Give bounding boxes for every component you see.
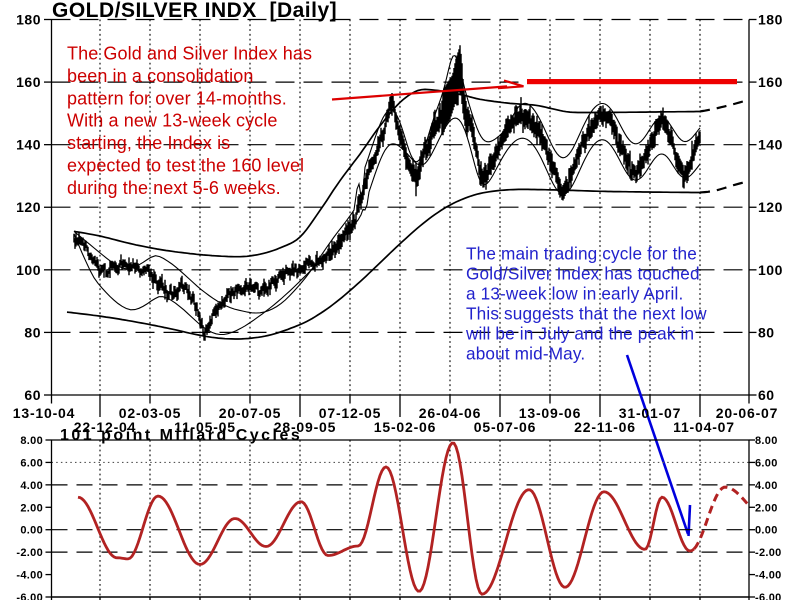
svg-text:pattern for over 14-months.: pattern for over 14-months. bbox=[67, 88, 287, 108]
svg-text:0.00: 0.00 bbox=[755, 525, 778, 537]
svg-text:-6.00: -6.00 bbox=[16, 592, 43, 600]
svg-text:22-12-04: 22-12-04 bbox=[74, 419, 136, 435]
svg-text:will be in July and the peak i: will be in July and the peak in bbox=[465, 324, 694, 344]
svg-text:07-12-05: 07-12-05 bbox=[319, 405, 381, 421]
svg-text:80: 80 bbox=[24, 324, 41, 340]
svg-text:22-11-06: 22-11-06 bbox=[574, 419, 636, 435]
svg-text:140: 140 bbox=[758, 137, 783, 153]
svg-text:80: 80 bbox=[758, 324, 775, 340]
svg-text:180: 180 bbox=[16, 12, 41, 28]
svg-text:6.00: 6.00 bbox=[755, 457, 778, 469]
svg-text:-6.00: -6.00 bbox=[755, 592, 782, 600]
svg-text:4.00: 4.00 bbox=[755, 480, 778, 492]
svg-text:2.00: 2.00 bbox=[755, 502, 778, 514]
svg-text:-4.00: -4.00 bbox=[16, 570, 43, 582]
svg-text:60: 60 bbox=[24, 387, 41, 403]
svg-text:about mid-May.: about mid-May. bbox=[466, 344, 585, 364]
svg-text:160: 160 bbox=[16, 74, 41, 90]
svg-text:120: 120 bbox=[16, 199, 41, 215]
svg-text:31-01-07: 31-01-07 bbox=[619, 405, 681, 421]
svg-text:8.00: 8.00 bbox=[755, 435, 778, 447]
svg-text:2.00: 2.00 bbox=[20, 502, 43, 514]
svg-text:8.00: 8.00 bbox=[20, 435, 43, 447]
svg-text:a 13-week low in early April.: a 13-week low in early April. bbox=[466, 284, 683, 304]
svg-text:The Gold and Silver Index has: The Gold and Silver Index has bbox=[67, 44, 312, 64]
svg-text:during the next 5-6 weeks.: during the next 5-6 weeks. bbox=[67, 178, 281, 198]
svg-text:6.00: 6.00 bbox=[20, 457, 43, 469]
svg-text:02-03-05: 02-03-05 bbox=[119, 405, 181, 421]
svg-text:26-04-06: 26-04-06 bbox=[419, 405, 481, 421]
svg-text:20-06-07: 20-06-07 bbox=[716, 405, 778, 421]
svg-text:GOLD/SILVER INDX [Daily]: GOLD/SILVER INDX [Daily] bbox=[52, 0, 337, 22]
svg-text:Gold/Silver Index has touched: Gold/Silver Index has touched bbox=[466, 264, 700, 284]
svg-text:-2.00: -2.00 bbox=[16, 547, 43, 559]
svg-text:0.00: 0.00 bbox=[20, 525, 43, 537]
svg-text:This suggests that the next lo: This suggests that the next low bbox=[466, 304, 707, 324]
svg-text:13-09-06: 13-09-06 bbox=[519, 405, 581, 421]
svg-text:13-10-04: 13-10-04 bbox=[13, 405, 75, 421]
svg-text:-4.00: -4.00 bbox=[755, 570, 782, 582]
svg-text:20-07-05: 20-07-05 bbox=[219, 405, 281, 421]
svg-text:180: 180 bbox=[758, 12, 783, 28]
svg-text:11-04-07: 11-04-07 bbox=[673, 419, 735, 435]
svg-text:The main trading cycle for the: The main trading cycle for the bbox=[466, 244, 697, 264]
svg-text:160: 160 bbox=[758, 74, 783, 90]
svg-text:28-09-05: 28-09-05 bbox=[274, 419, 336, 435]
svg-text:140: 140 bbox=[16, 137, 41, 153]
svg-text:With a new 13-week cycle: With a new 13-week cycle bbox=[67, 111, 277, 131]
svg-text:15-02-06: 15-02-06 bbox=[374, 419, 436, 435]
svg-text:120: 120 bbox=[758, 199, 783, 215]
svg-text:-2.00: -2.00 bbox=[755, 547, 782, 559]
svg-text:100: 100 bbox=[758, 262, 783, 278]
svg-text:starting, the Index is: starting, the Index is bbox=[67, 133, 230, 153]
svg-text:4.00: 4.00 bbox=[20, 480, 43, 492]
svg-text:expected to test the 160 level: expected to test the 160 level bbox=[67, 156, 304, 176]
svg-text:60: 60 bbox=[758, 387, 775, 403]
svg-text:been in a consolidation: been in a consolidation bbox=[67, 66, 253, 86]
svg-text:100: 100 bbox=[16, 262, 41, 278]
svg-text:05-07-06: 05-07-06 bbox=[474, 419, 536, 435]
svg-text:101 point Millard Cycles: 101 point Millard Cycles bbox=[60, 427, 302, 444]
svg-text:11-05-05: 11-05-05 bbox=[174, 419, 236, 435]
